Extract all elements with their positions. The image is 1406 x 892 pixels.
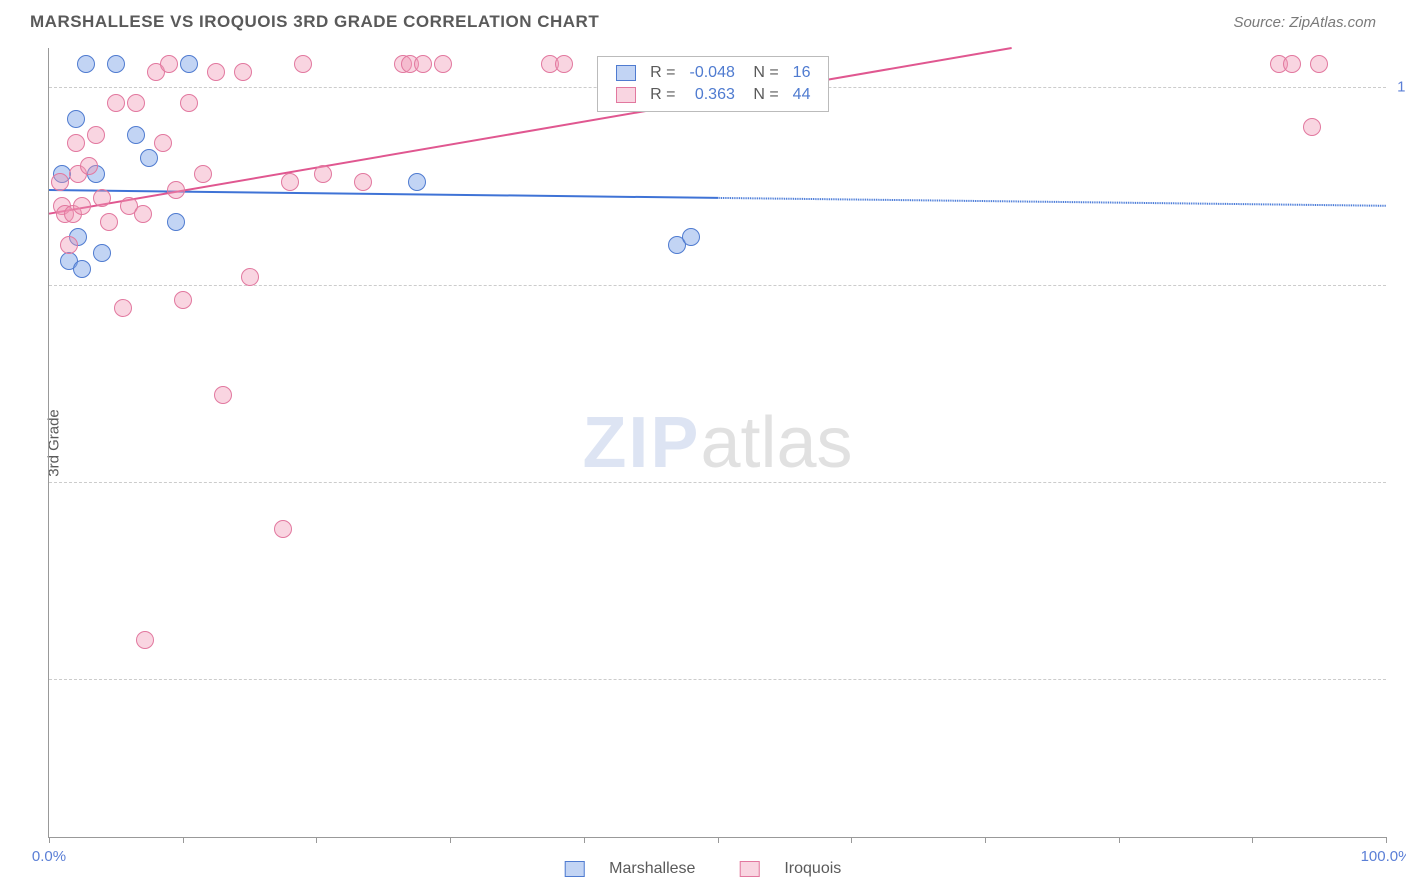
x-tick (49, 837, 50, 843)
x-tick (718, 837, 719, 843)
data-point-iroquois (234, 63, 252, 81)
data-point-iroquois (136, 631, 154, 649)
data-point-marshallese (682, 228, 700, 246)
data-point-iroquois (87, 126, 105, 144)
legend-item-marshallese: Marshallese (555, 860, 710, 877)
trendline-iroquois (49, 48, 1012, 214)
chart-header: MARSHALLESE VS IROQUOIS 3RD GRADE CORREL… (0, 0, 1406, 40)
x-tick (183, 837, 184, 843)
data-point-iroquois (100, 213, 118, 231)
plot-region: ZIPatlas 92.5%95.0%97.5%100.0%0.0%100.0%… (48, 48, 1386, 838)
x-tick-label: 0.0% (32, 848, 66, 865)
y-tick-label: 100.0% (1397, 79, 1406, 96)
data-point-iroquois (241, 268, 259, 286)
x-tick (1119, 837, 1120, 843)
chart-title: MARSHALLESE VS IROQUOIS 3RD GRADE CORREL… (30, 12, 599, 32)
data-point-iroquois (214, 386, 232, 404)
legend-item-iroquois: Iroquois (730, 860, 851, 877)
stats-swatch (616, 65, 636, 81)
x-tick (1386, 837, 1387, 843)
x-tick (985, 837, 986, 843)
stats-swatch (616, 87, 636, 103)
legend-swatch-iroquois (740, 861, 760, 877)
data-point-iroquois (51, 173, 69, 191)
data-point-iroquois (194, 165, 212, 183)
data-point-iroquois (127, 94, 145, 112)
stats-box: R =-0.048 N =16R =0.363 N =44 (597, 56, 829, 112)
data-point-marshallese (67, 110, 85, 128)
data-point-iroquois (555, 55, 573, 73)
data-point-iroquois (167, 181, 185, 199)
stats-table: R =-0.048 N =16R =0.363 N =44 (608, 61, 818, 107)
data-point-iroquois (207, 63, 225, 81)
data-point-iroquois (281, 173, 299, 191)
data-point-marshallese (167, 213, 185, 231)
x-tick-label: 100.0% (1361, 848, 1406, 865)
data-point-marshallese (408, 173, 426, 191)
data-point-marshallese (107, 55, 125, 73)
data-point-marshallese (127, 126, 145, 144)
chart-area: 3rd Grade ZIPatlas 92.5%95.0%97.5%100.0%… (48, 48, 1386, 838)
trend-overlay (49, 48, 1386, 837)
trendline-dashed-marshallese (718, 198, 1387, 206)
legend-label-marshallese: Marshallese (609, 860, 695, 877)
x-tick (584, 837, 585, 843)
data-point-iroquois (114, 299, 132, 317)
data-point-iroquois (67, 134, 85, 152)
x-tick (316, 837, 317, 843)
data-point-iroquois (160, 55, 178, 73)
data-point-iroquois (154, 134, 172, 152)
data-point-iroquois (294, 55, 312, 73)
legend-swatch-marshallese (565, 861, 585, 877)
data-point-iroquois (107, 94, 125, 112)
chart-source: Source: ZipAtlas.com (1233, 14, 1376, 31)
x-tick (851, 837, 852, 843)
data-point-iroquois (1310, 55, 1328, 73)
legend-label-iroquois: Iroquois (784, 860, 841, 877)
x-tick (1252, 837, 1253, 843)
data-point-iroquois (134, 205, 152, 223)
bottom-legend: Marshallese Iroquois (545, 860, 862, 878)
x-tick (450, 837, 451, 843)
